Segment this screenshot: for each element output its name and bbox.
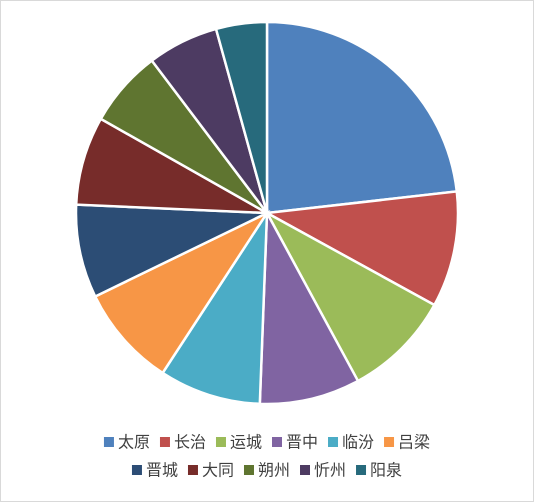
legend-swatch bbox=[328, 437, 339, 447]
legend-label: 阳泉 bbox=[370, 461, 402, 480]
legend-label: 太原 bbox=[118, 433, 150, 452]
pie-slice bbox=[214, 20, 269, 214]
pie-slice bbox=[93, 209, 271, 375]
pie-slice bbox=[258, 208, 360, 406]
legend-label: 晋城 bbox=[146, 461, 178, 480]
pie-slice bbox=[160, 208, 269, 406]
pie-slice bbox=[263, 209, 437, 383]
legend-label: 大同 bbox=[202, 461, 234, 480]
legend-label: 长治 bbox=[174, 433, 206, 452]
legend-swatch bbox=[356, 465, 367, 475]
pie-slice bbox=[265, 20, 459, 215]
legend-swatch bbox=[300, 465, 311, 475]
legend-swatch bbox=[243, 465, 254, 475]
legend-swatch bbox=[272, 437, 282, 447]
legend-label: 晋中 bbox=[286, 433, 318, 452]
pie-slice bbox=[262, 190, 460, 307]
legend-swatch bbox=[215, 437, 226, 447]
legend-swatch bbox=[384, 437, 395, 447]
legend-swatch bbox=[159, 437, 170, 447]
legend-label: 朔州 bbox=[258, 461, 290, 480]
legend-swatch bbox=[187, 465, 198, 475]
legend-label: 临汾 bbox=[342, 433, 374, 452]
legend-label: 吕梁 bbox=[398, 433, 430, 452]
legend-label: 忻州 bbox=[314, 461, 346, 480]
legend-label: 运城 bbox=[230, 433, 262, 452]
legend-swatch bbox=[131, 465, 142, 475]
pie-slice bbox=[74, 203, 268, 299]
legend-swatch bbox=[103, 437, 114, 447]
